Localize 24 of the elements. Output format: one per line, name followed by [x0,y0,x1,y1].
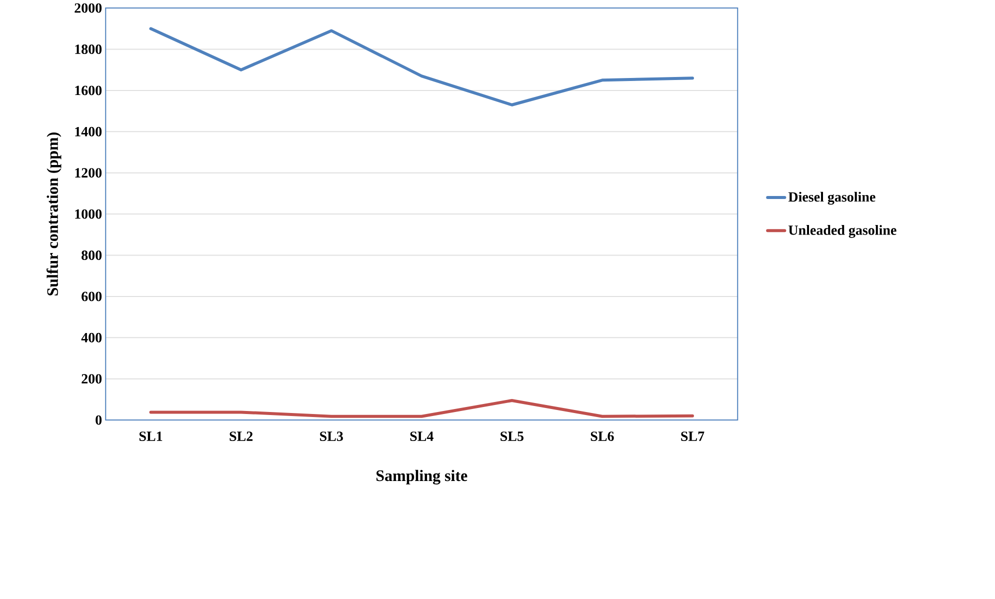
legend-label: Unleaded gasoline [788,224,896,238]
x-axis-title: Sampling site [376,470,468,484]
y-tick-label: 1000 [75,209,102,219]
legend-label: Diesel gasoline [788,192,876,205]
x-tick-label: SL4 [410,431,434,441]
x-tick-label: SL1 [139,431,162,441]
y-tick-label: 1600 [75,86,102,96]
line-series [149,27,694,106]
y-tick-label: 600 [82,292,102,302]
y-tick-label: 2000 [74,3,102,13]
y-tick-label: 200 [82,374,102,384]
y-tick-label: 0 [96,415,102,425]
x-tick-label: SL5 [500,431,524,441]
x-tick-label: SL2 [230,431,253,441]
y-tick-label: 400 [81,332,102,342]
y-tick-label: 1400 [75,126,102,136]
y-tick-label: 800 [82,250,102,260]
x-tick-label: SL3 [320,431,343,441]
y-tick-label: 1800 [75,44,102,54]
x-tick-label: SL7 [681,431,704,441]
x-tick-label: SL6 [590,431,614,441]
line-series [149,398,694,418]
y-tick-label: 1200 [75,168,102,178]
y-axis-title: Sulfur contration (ppm) [46,132,62,296]
